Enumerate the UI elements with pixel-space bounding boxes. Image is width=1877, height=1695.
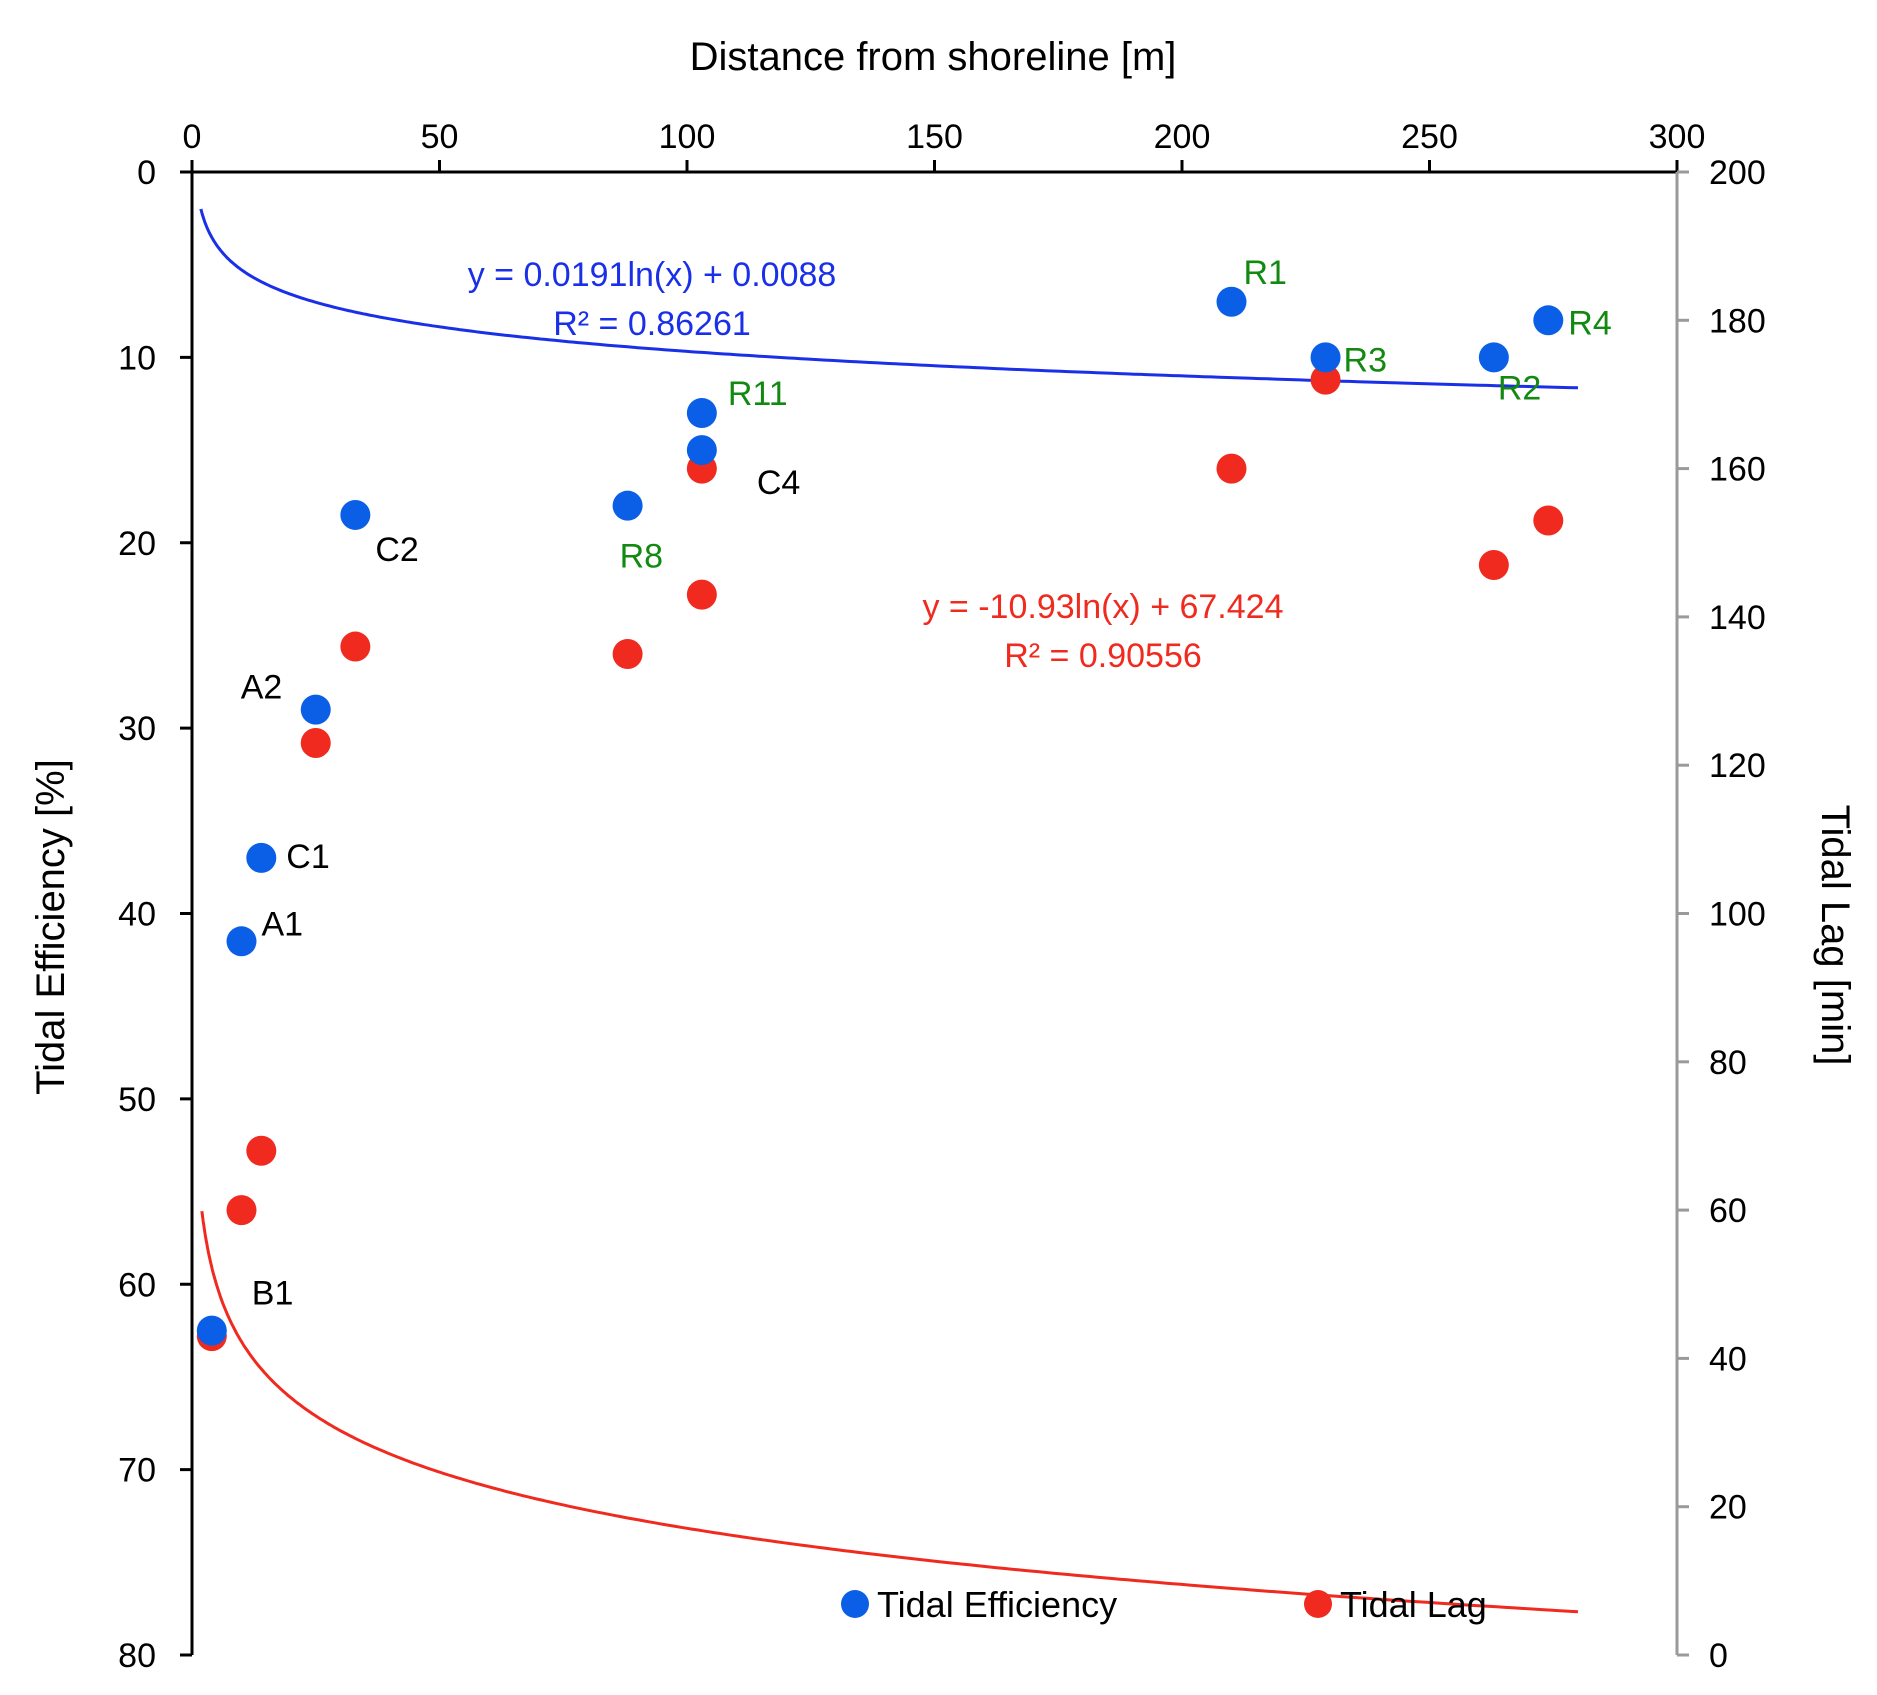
y-right-tick-label: 180 — [1709, 302, 1766, 340]
point-label-r11: R11 — [728, 375, 788, 413]
tidal-lag-point — [1533, 505, 1564, 536]
tidal-lag-trendline — [200, 1210, 1579, 1614]
x-tick-label: 200 — [1154, 118, 1211, 156]
x-tick-label: 250 — [1401, 118, 1458, 156]
tidal-lag-point — [1216, 453, 1247, 484]
y-right-tick-label: 100 — [1709, 896, 1766, 934]
y-right-tick-label: 160 — [1709, 451, 1766, 489]
tidal-lag-point — [1310, 364, 1341, 395]
y-left-tick-label: 30 — [118, 710, 156, 748]
point-label-a1: A1 — [262, 905, 304, 943]
y-left-tick-label: 80 — [118, 1637, 156, 1675]
x-tick-label: 300 — [1649, 118, 1706, 156]
y-right-tick-label: 140 — [1709, 599, 1766, 637]
y-right-tick-label: 80 — [1709, 1044, 1747, 1082]
tidal-efficiency-point — [246, 842, 277, 873]
tidal-efficiency-point — [196, 1315, 227, 1346]
tidal-efficiency-point — [1310, 342, 1341, 373]
efficiency-equation: y = 0.0191ln(x) + 0.0088 — [468, 256, 837, 294]
legend: Tidal Efficiency Tidal Lag — [841, 1584, 1487, 1625]
lag-equation: y = -10.93ln(x) + 67.424 — [922, 588, 1283, 626]
efficiency-r2: R² = 0.86261 — [553, 305, 751, 343]
y-right-tick-label: 60 — [1709, 1192, 1747, 1230]
legend-marker-tidal-lag — [1304, 1590, 1332, 1618]
y-left-tick-label: 40 — [118, 896, 156, 934]
tidal-efficiency-point — [612, 490, 643, 521]
y-left-axis-title: Tidal Efficiency [%] — [29, 759, 73, 1095]
y-right-tick-label: 200 — [1709, 154, 1766, 192]
tidal-efficiency-point — [1216, 286, 1247, 317]
tidal-lag-point — [300, 727, 331, 758]
legend-label-tidal-efficiency: Tidal Efficiency — [877, 1584, 1117, 1625]
point-label-c4: C4 — [757, 464, 800, 502]
y-right-tick-label: 20 — [1709, 1489, 1747, 1527]
x-tick-label: 0 — [183, 118, 202, 156]
lag-r2: R² = 0.90556 — [1004, 637, 1202, 675]
y-left-tick-label: 50 — [118, 1081, 156, 1119]
point-label-r8: R8 — [620, 538, 663, 576]
tidal-efficiency-trendline — [199, 208, 1579, 390]
point-label-a2: A2 — [241, 669, 283, 707]
point-label-r2: R2 — [1498, 369, 1541, 407]
y-left-tick-label: 70 — [118, 1452, 156, 1490]
point-labels: B1 A1 C1 A2 C2 R8 C4 R11 R1 R3 R2 R4 — [241, 254, 1612, 1313]
x-tick-label: 100 — [659, 118, 716, 156]
point-label-r1: R1 — [1244, 254, 1287, 292]
tidal-efficiency-point — [686, 435, 717, 466]
tidal-efficiency-point — [1478, 342, 1509, 373]
data-points — [196, 286, 1564, 1352]
point-label-c1: C1 — [286, 838, 329, 876]
legend-label-tidal-lag: Tidal Lag — [1340, 1584, 1487, 1625]
tidal-efficiency-point — [226, 926, 257, 957]
y-left-tick-label: 60 — [118, 1266, 156, 1304]
point-label-b1: B1 — [252, 1275, 294, 1313]
y-left-tick-label: 0 — [137, 154, 156, 192]
tidal-lag-point — [686, 579, 717, 610]
tidal-lag-point — [1478, 549, 1509, 580]
point-label-r4: R4 — [1568, 304, 1611, 342]
y-right-tick-label: 0 — [1709, 1637, 1728, 1675]
y-right-tick-label: 40 — [1709, 1340, 1747, 1378]
tidal-lag-point — [612, 638, 643, 669]
legend-marker-tidal-efficiency — [841, 1590, 869, 1618]
x-tick-label: 50 — [421, 118, 459, 156]
axis-titles: Distance from shoreline [m] Tidal Efficie… — [29, 35, 1857, 1095]
tidal-lag-point — [226, 1195, 257, 1226]
point-label-c2: C2 — [375, 531, 418, 569]
trendlines — [199, 208, 1579, 1614]
tidal-efficiency-point — [340, 499, 371, 530]
tidal-lag-point — [340, 631, 371, 662]
tidal-lag-point — [246, 1135, 277, 1166]
point-label-r3: R3 — [1344, 341, 1387, 379]
trendline-equations: y = 0.0191ln(x) + 0.0088 R² = 0.86261 y = … — [468, 256, 1284, 675]
y-right-tick-label: 120 — [1709, 747, 1766, 785]
tidal-efficiency-point — [686, 397, 717, 428]
tidal-efficiency-point — [300, 694, 331, 725]
x-tick-label: 150 — [906, 118, 963, 156]
y-left-tick-label: 10 — [118, 339, 156, 377]
axes: 0 50 100 150 200 250 300 0 10 20 30 40 50 60 70 80 0 20 40… — [118, 118, 1766, 1675]
y-right-axis-title: Tidal Lag [min] — [1813, 805, 1857, 1066]
x-axis-title: Distance from shoreline [m] — [690, 35, 1177, 79]
tidal-efficiency-point — [1533, 305, 1564, 336]
y-left-tick-label: 20 — [118, 525, 156, 563]
